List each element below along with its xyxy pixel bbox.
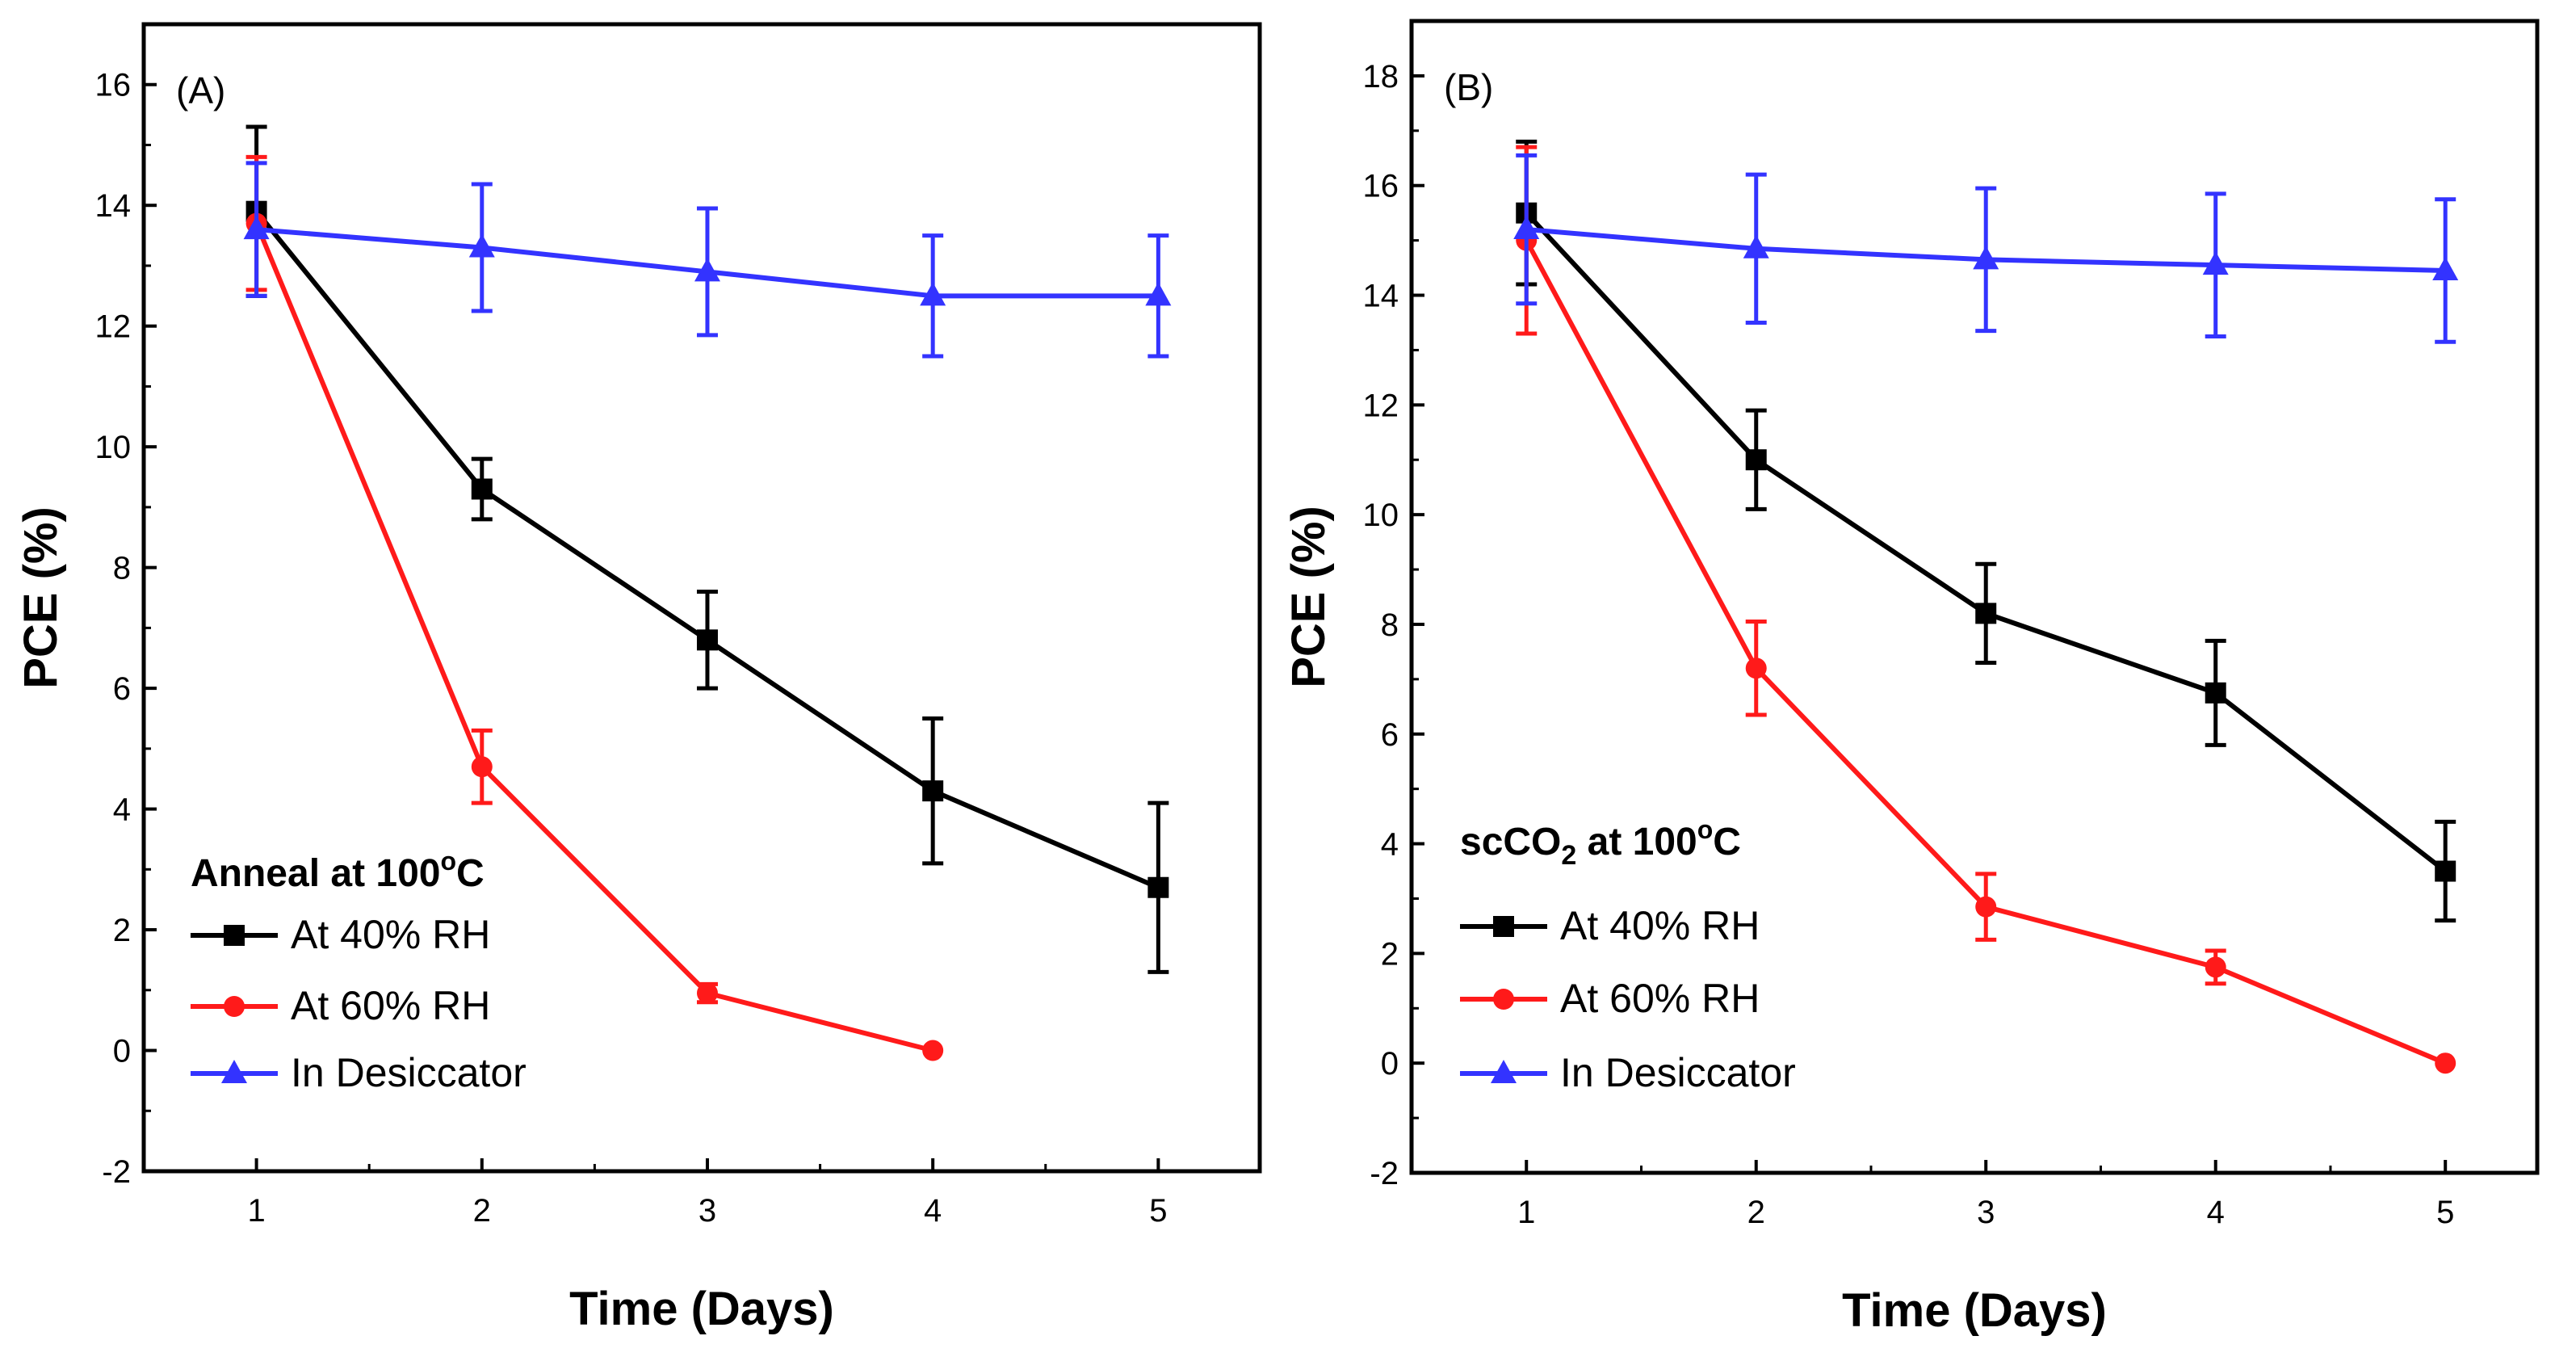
y-tick-label: 16 <box>1363 169 1399 204</box>
y-tick-label: 18 <box>1363 59 1399 95</box>
data-point <box>1145 282 1172 306</box>
x-tick-label: 3 <box>699 1193 716 1229</box>
y-tick-label: 6 <box>113 671 131 707</box>
y-tick-label: 12 <box>1363 388 1399 423</box>
y-tick-label: 0 <box>1381 1046 1399 1082</box>
y-tick-label: 6 <box>1381 717 1399 753</box>
data-point <box>2205 956 2226 978</box>
data-point <box>471 756 493 778</box>
legend-marker <box>1493 916 1514 937</box>
y-tick-label: 10 <box>1363 498 1399 533</box>
data-point <box>1745 449 1767 471</box>
series-line <box>254 222 933 1053</box>
y-tick-label: 0 <box>113 1034 131 1069</box>
data-point <box>1147 876 1169 898</box>
data-point <box>2432 256 2459 280</box>
panel-label: (A) <box>176 69 225 111</box>
data-point <box>1975 603 1997 624</box>
x-tick-label: 3 <box>1977 1195 1995 1230</box>
legend: scCO2 at 100oC At 40% RH At 60% RH In Desic… <box>1460 815 1796 1095</box>
legend-marker <box>224 925 245 946</box>
legend-entry: At 40% RH <box>291 912 490 957</box>
x-axis-label: Time (Days) <box>569 1283 834 1335</box>
data-point <box>1513 216 1540 240</box>
data-point <box>1973 246 1999 270</box>
series-in-desiccator <box>243 161 1172 359</box>
y-tick-label: 2 <box>113 913 131 948</box>
x-tick-label: 2 <box>473 1193 491 1229</box>
data-point <box>922 1040 944 1061</box>
legend-marker <box>1493 989 1514 1010</box>
x-tick-label: 4 <box>924 1193 942 1229</box>
data-point <box>471 478 493 500</box>
data-point <box>2202 251 2229 275</box>
data-point <box>2435 860 2456 882</box>
x-tick-label: 5 <box>1149 1193 1167 1229</box>
plot-frame <box>1409 19 2540 1175</box>
panel-label: (B) <box>1444 66 1493 108</box>
x-tick-label: 2 <box>1747 1195 1765 1230</box>
y-tick-label: 16 <box>95 68 132 103</box>
y-tick-label: 14 <box>1363 279 1399 314</box>
legend-marker <box>1491 1060 1517 1083</box>
data-point <box>243 216 270 240</box>
legend-entry: In Desiccator <box>291 1050 527 1095</box>
x-tick-label: 4 <box>2207 1195 2225 1230</box>
series-in-desiccator <box>1513 153 2459 344</box>
data-point <box>1975 896 1997 918</box>
y-tick-label: 10 <box>95 430 132 465</box>
legend-marker <box>221 1060 247 1083</box>
x-tick-label: 1 <box>247 1193 265 1229</box>
data-point <box>1745 657 1767 679</box>
legend-marker <box>224 996 245 1017</box>
y-tick-label: 2 <box>1381 936 1399 972</box>
y-tick-label: 8 <box>1381 607 1399 643</box>
legend: Anneal at 100oC At 40% RH At 60% RH In Desi… <box>191 847 527 1095</box>
data-point <box>920 282 946 306</box>
y-axis-label: PCE (%) <box>1282 506 1335 688</box>
data-point <box>696 629 718 651</box>
y-tick-label: 4 <box>113 792 131 828</box>
plot-frame <box>141 22 1262 1174</box>
data-point <box>2435 1052 2456 1074</box>
x-tick-label: 5 <box>2436 1195 2454 1230</box>
data-point <box>922 780 944 802</box>
x-axis-label: Time (Days) <box>1842 1284 2107 1337</box>
data-point <box>694 258 720 282</box>
y-tick-label: -2 <box>102 1154 131 1190</box>
legend-entry: At 60% RH <box>1560 976 1760 1021</box>
legend-title: scCO2 at 100oC <box>1460 815 1741 871</box>
y-tick-label: 14 <box>95 188 132 224</box>
y-tick-label: 12 <box>95 309 132 345</box>
legend-entry: At 60% RH <box>291 983 490 1028</box>
y-tick-label: -2 <box>1370 1156 1399 1191</box>
legend-title: Anneal at 100oC <box>191 847 485 895</box>
data-point <box>468 233 495 258</box>
y-axis-label: PCE (%) <box>15 506 67 689</box>
y-tick-label: 4 <box>1381 827 1399 863</box>
x-tick-label: 1 <box>1517 1195 1535 1230</box>
data-point <box>2205 682 2226 704</box>
y-tick-label: 8 <box>113 551 131 586</box>
legend-entry: At 40% RH <box>1560 903 1760 948</box>
data-point <box>1743 234 1769 258</box>
data-point <box>696 982 718 1004</box>
legend-entry: In Desiccator <box>1560 1050 1796 1095</box>
